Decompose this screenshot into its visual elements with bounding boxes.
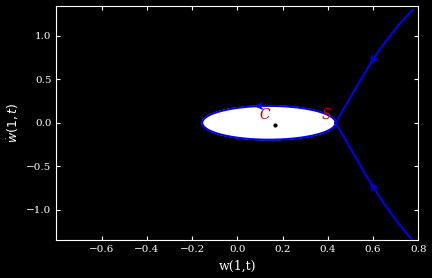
Text: S: S [322,108,331,122]
Y-axis label: $\overset{.}{w}(1,t)$: $\overset{.}{w}(1,t)$ [6,103,21,143]
Polygon shape [202,106,336,140]
X-axis label: w(1,t): w(1,t) [219,259,256,272]
Text: C: C [259,108,270,122]
